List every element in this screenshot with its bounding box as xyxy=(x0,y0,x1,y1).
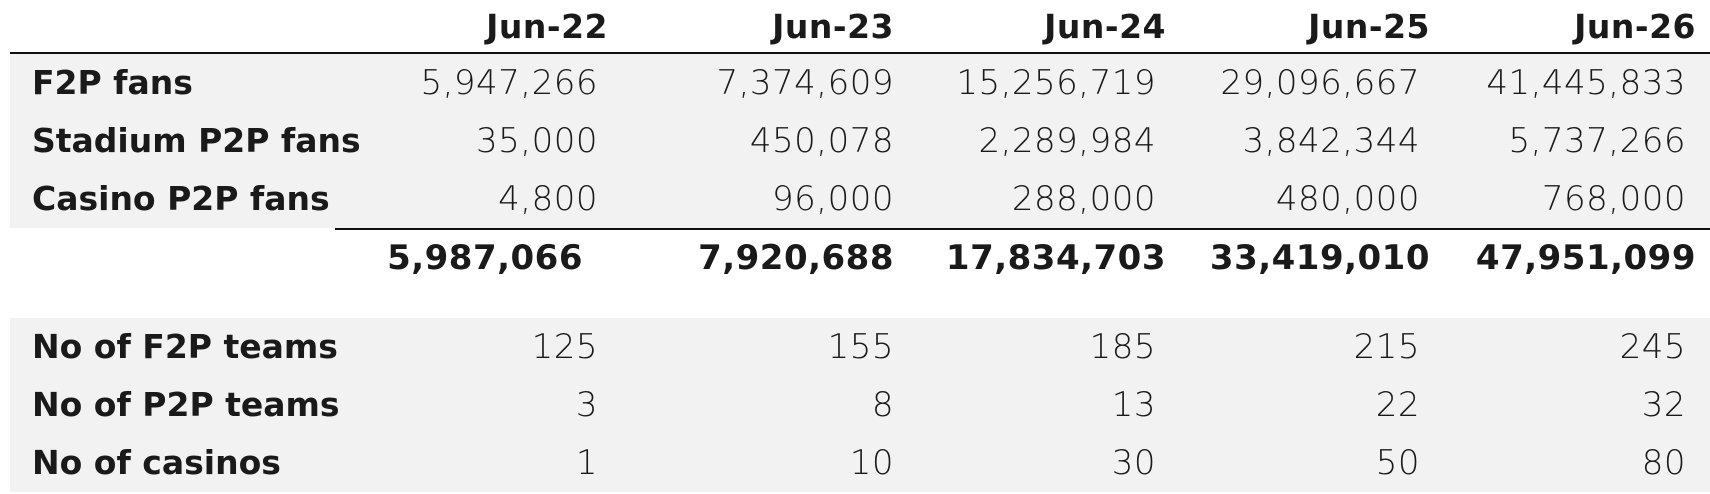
table-cell: 41,445,833 xyxy=(1486,63,1686,103)
period-header: Jun-25 xyxy=(1308,7,1430,46)
table-row: Stadium P2P fans 35,000 450,078 2,289,98… xyxy=(10,112,1710,170)
period-header: Jun-22 xyxy=(486,7,608,46)
table-cell: 3 xyxy=(575,385,598,425)
table-cell: 32 xyxy=(1641,385,1686,425)
table-cell: 125 xyxy=(531,327,598,367)
total-cell: 33,419,010 xyxy=(1209,238,1430,278)
total-cell: 7,920,688 xyxy=(698,238,894,278)
period-header: Jun-26 xyxy=(1574,7,1696,46)
table-cell: 35,000 xyxy=(476,121,598,161)
table-cell: 10 xyxy=(849,443,894,483)
total-cell: 17,834,703 xyxy=(945,238,1166,278)
table-cell: 1 xyxy=(575,443,598,483)
table-cell: 245 xyxy=(1619,327,1686,367)
counts-section: No of F2P teams 125 155 185 215 245 No o… xyxy=(10,318,1710,492)
table-cell: 80 xyxy=(1641,443,1686,483)
row-label: No of P2P teams xyxy=(32,385,340,424)
table-cell: 768,000 xyxy=(1541,179,1686,219)
table-cell: 2,289,984 xyxy=(978,121,1156,161)
table-row: F2P fans 5,947,266 7,374,609 15,256,719 … xyxy=(10,54,1710,112)
table-cell: 50 xyxy=(1375,443,1420,483)
row-label: No of casinos xyxy=(32,443,281,482)
table-cell: 29,096,667 xyxy=(1220,63,1420,103)
table-cell: 185 xyxy=(1089,327,1156,367)
table-cell: 5,737,266 xyxy=(1508,121,1686,161)
table-cell: 5,947,266 xyxy=(420,63,598,103)
table-cell: 288,000 xyxy=(1011,179,1156,219)
table-cell: 480,000 xyxy=(1275,179,1420,219)
total-cell: 47,951,099 xyxy=(1475,238,1696,278)
table-row: No of casinos 1 10 30 50 80 xyxy=(10,434,1710,492)
row-label: No of F2P teams xyxy=(32,327,338,366)
total-row: 5,987,066 7,920,688 17,834,703 33,419,01… xyxy=(335,228,1710,286)
table-cell: 8 xyxy=(871,385,894,425)
table-cell: 22 xyxy=(1375,385,1420,425)
row-label: Casino P2P fans xyxy=(32,179,330,218)
table-cell: 215 xyxy=(1353,327,1420,367)
table-cell: 450,078 xyxy=(749,121,894,161)
table-cell: 155 xyxy=(827,327,894,367)
table-cell: 13 xyxy=(1111,385,1156,425)
row-label: Stadium P2P fans xyxy=(32,121,361,160)
fans-section: F2P fans 5,947,266 7,374,609 15,256,719 … xyxy=(10,54,1710,228)
table-cell: 7,374,609 xyxy=(716,63,894,103)
table-row: No of F2P teams 125 155 185 215 245 xyxy=(10,318,1710,376)
period-header: Jun-23 xyxy=(772,7,894,46)
table-cell: 15,256,719 xyxy=(956,63,1156,103)
forecast-table: Jun-22 Jun-23 Jun-24 Jun-25 Jun-26 F2P f… xyxy=(10,0,1710,492)
table-cell: 4,800 xyxy=(498,179,598,219)
table-row: Casino P2P fans 4,800 96,000 288,000 480… xyxy=(10,170,1710,228)
total-cell: 5,987,066 xyxy=(387,238,583,278)
period-header: Jun-24 xyxy=(1044,7,1166,46)
table-cell: 30 xyxy=(1111,443,1156,483)
table-row: No of P2P teams 3 8 13 22 32 xyxy=(10,376,1710,434)
table-cell: 3,842,344 xyxy=(1242,121,1420,161)
table-cell: 96,000 xyxy=(772,179,894,219)
spacer xyxy=(10,286,1710,318)
header-row: Jun-22 Jun-23 Jun-24 Jun-25 Jun-26 xyxy=(10,0,1710,54)
header-divider xyxy=(10,52,1710,54)
row-label: F2P fans xyxy=(32,63,193,102)
